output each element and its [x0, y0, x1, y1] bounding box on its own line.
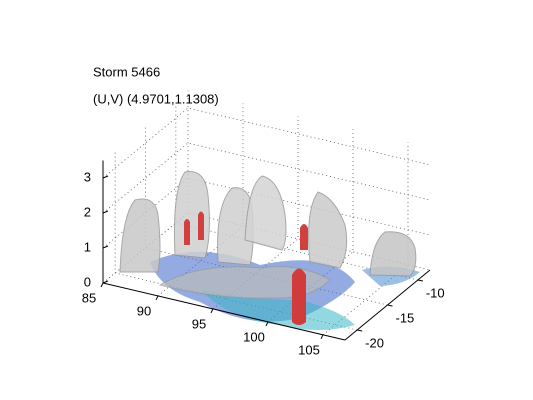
core-surface: [292, 268, 306, 325]
x-tick: [155, 295, 159, 301]
grid-line: [322, 142, 409, 336]
isosurfaces: [119, 170, 420, 330]
x-tick-label: 85: [82, 290, 96, 305]
z-tick: [102, 245, 109, 249]
x-tick-label: 100: [243, 329, 265, 344]
cloud-surface: [173, 170, 210, 259]
grid-line: [102, 142, 431, 214]
rain-patch: [200, 290, 355, 330]
y-tick: [387, 304, 393, 307]
x-tick: [265, 321, 269, 327]
core-surface: [300, 224, 308, 250]
chart-subtitle: (U,V) (4.9701,1.1308): [93, 91, 219, 106]
axes: 85 90 95 100 105 -20 -15 -10 0 1 2 3: [82, 160, 445, 357]
chart-title: Storm 5466: [93, 64, 160, 79]
x-tick: [210, 308, 214, 314]
z-tick: [102, 280, 109, 284]
grid-line: [102, 107, 431, 179]
cloud-surface: [119, 198, 161, 273]
core-surface: [198, 211, 204, 240]
y-tick: [417, 279, 423, 282]
x-tick-label: 95: [192, 316, 206, 331]
z-tick: [102, 175, 109, 179]
z-tick: [102, 210, 109, 214]
x-tick-label: 105: [298, 342, 320, 357]
y-tick-label: -15: [396, 310, 415, 325]
x-tick: [100, 282, 104, 288]
core-surface: [184, 219, 190, 245]
grid-line: [114, 150, 358, 331]
x-tick-label: 90: [137, 303, 151, 318]
y-tick-label: -20: [365, 335, 384, 350]
y-tick: [357, 329, 363, 332]
z-tick-label: 2: [84, 204, 91, 219]
y-tick-label: -10: [426, 285, 445, 300]
x-axis: [102, 282, 346, 341]
cloud-surface: [308, 191, 348, 269]
cloud-surface: [369, 231, 417, 277]
z-tick-label: 3: [84, 169, 91, 184]
z-tick-label: 0: [84, 274, 91, 289]
cloud-surface: [244, 175, 287, 251]
x-tick: [320, 334, 324, 340]
cloud-surface: [217, 187, 254, 266]
cloud-surface: [158, 266, 331, 299]
z-tick-label: 1: [84, 239, 91, 254]
